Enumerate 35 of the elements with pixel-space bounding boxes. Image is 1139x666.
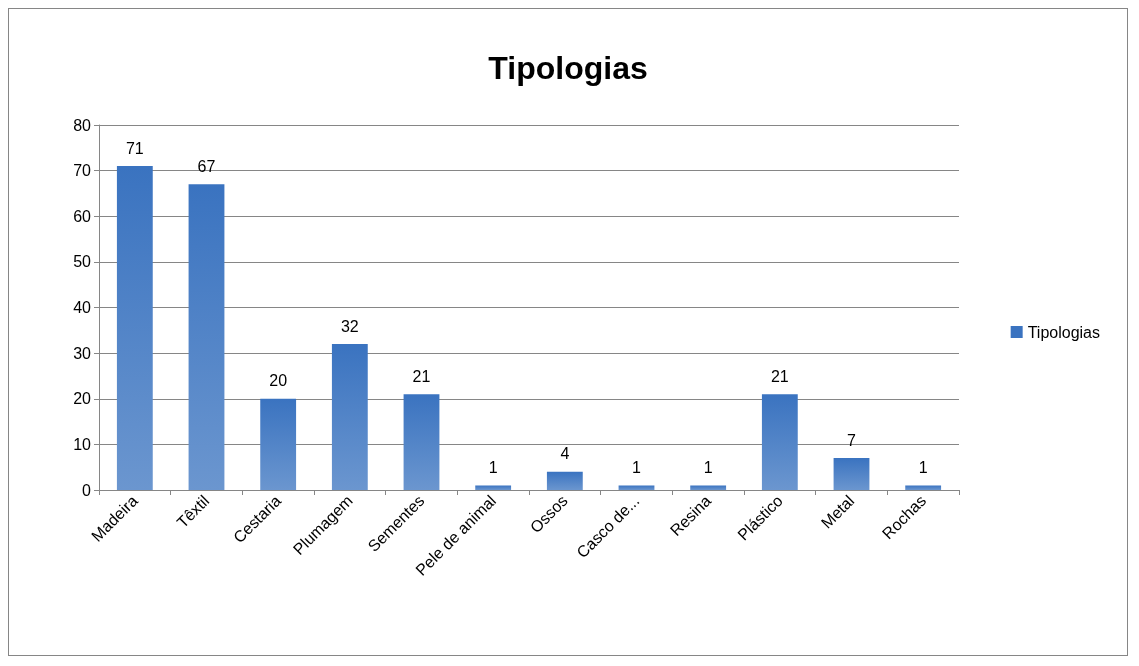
bar: [331, 344, 368, 490]
y-tick-label: 30: [73, 344, 92, 362]
data-label: 67: [197, 157, 216, 175]
data-label: 7: [847, 431, 857, 449]
bar: [546, 471, 583, 490]
bar: [475, 485, 512, 490]
y-tick-label: 60: [73, 207, 92, 225]
y-tick-label: 0: [82, 481, 92, 499]
bar: [905, 485, 942, 490]
bar: [260, 398, 297, 490]
y-tick-label: 10: [73, 435, 92, 453]
data-label: 21: [770, 367, 789, 385]
y-tick-label: 40: [73, 299, 92, 316]
bar: [690, 485, 727, 490]
y-tick-label: 70: [73, 162, 92, 180]
bar: [403, 394, 440, 490]
y-tick-label: 80: [73, 116, 92, 134]
data-label: 20: [269, 372, 288, 390]
y-tick-label: 50: [73, 253, 92, 271]
bar: [188, 184, 225, 490]
data-label: 4: [560, 445, 570, 463]
bar: [761, 394, 798, 490]
y-tick-label: 20: [73, 390, 92, 408]
data-label: 1: [632, 458, 642, 476]
bar: [618, 485, 655, 490]
data-label: 1: [488, 458, 498, 476]
bar: [833, 458, 870, 490]
data-label: 1: [918, 458, 928, 476]
data-label: 71: [125, 139, 144, 157]
data-label: 32: [340, 317, 359, 335]
legend-label: Tipologias: [1027, 323, 1101, 341]
data-label: 1: [703, 458, 713, 476]
data-label: 21: [412, 367, 431, 385]
bar: [116, 166, 153, 490]
chart-title: Tipologias: [488, 50, 648, 86]
